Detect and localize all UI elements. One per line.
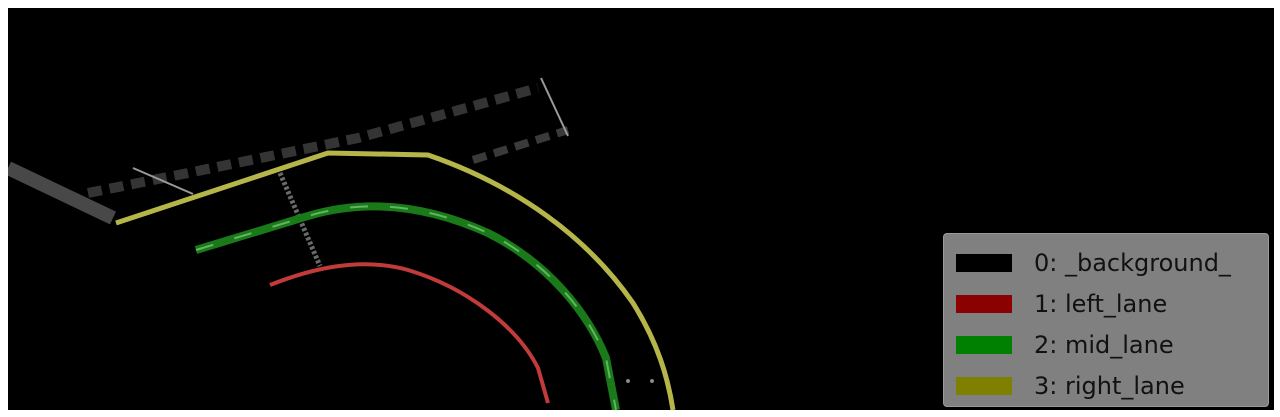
left-lane xyxy=(269,262,550,404)
right-lane xyxy=(115,150,676,410)
speck xyxy=(626,379,630,383)
legend-label: 0: _background_ xyxy=(1034,248,1231,277)
legend: 0: _background_ 1: left_lane 2: mid_lane… xyxy=(943,233,1269,407)
legend-swatch xyxy=(956,294,1012,313)
legend-item-left-lane: 1: left_lane xyxy=(954,283,1258,324)
segmentation-image: 0: _background_ 1: left_lane 2: mid_lane… xyxy=(8,8,1274,410)
mid-lane xyxy=(194,202,620,410)
road-edge-right xyxy=(471,126,570,164)
legend-swatch xyxy=(956,253,1012,272)
legend-item-background: 0: _background_ xyxy=(954,242,1258,283)
legend-label: 2: mid_lane xyxy=(1034,330,1174,359)
legend-swatch xyxy=(956,376,1012,395)
road-edge-left xyxy=(8,161,117,225)
sign-line xyxy=(132,167,194,195)
legend-swatch xyxy=(956,335,1012,354)
legend-item-right-lane: 3: right_lane xyxy=(954,365,1258,406)
legend-item-mid-lane: 2: mid_lane xyxy=(954,324,1258,365)
lane-segmentation-overlay xyxy=(8,77,676,410)
legend-label: 3: right_lane xyxy=(1034,371,1185,400)
speck xyxy=(650,379,654,383)
road-edge-upper xyxy=(87,83,540,198)
pole-line xyxy=(540,77,569,137)
legend-label: 1: left_lane xyxy=(1034,289,1168,318)
mid-lane-highlight xyxy=(195,205,617,410)
